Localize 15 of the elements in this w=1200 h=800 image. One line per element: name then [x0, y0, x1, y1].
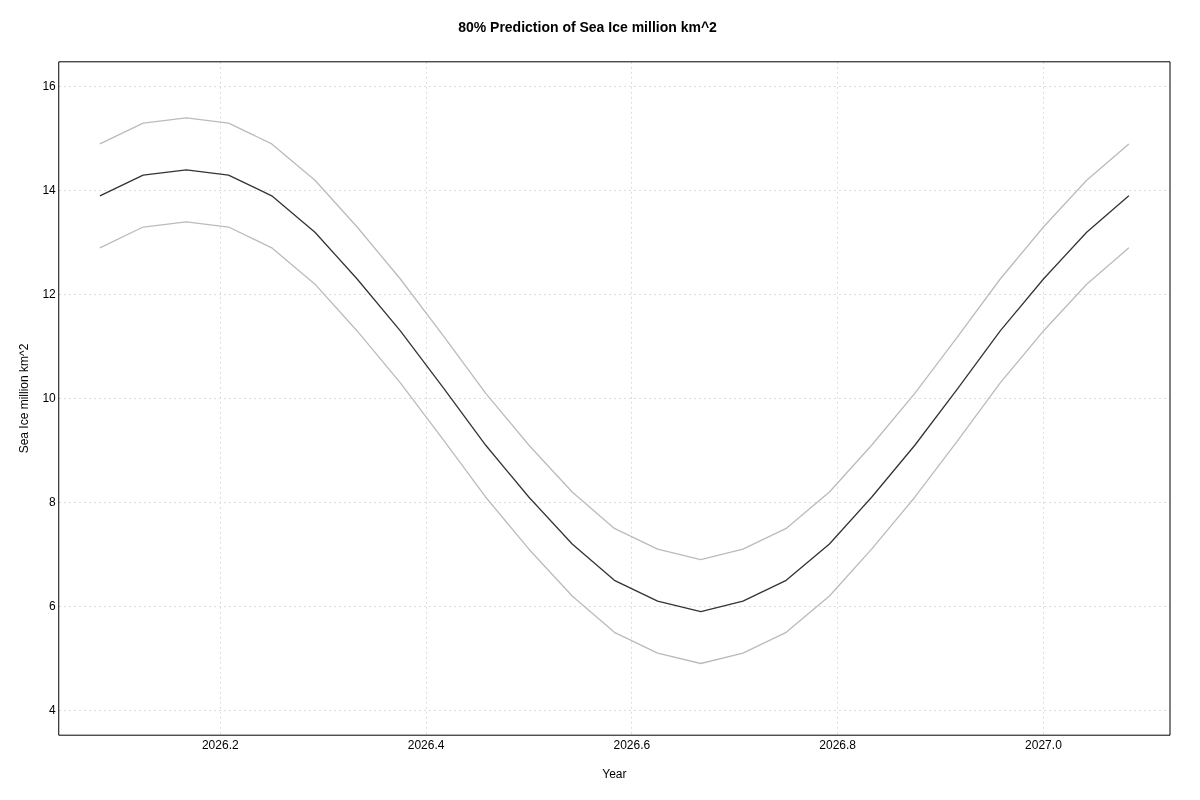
- y-tick-label: 4: [49, 702, 57, 717]
- x-tick-label: 2027.0: [1025, 737, 1063, 752]
- y-tick-label: 16: [42, 79, 57, 94]
- y-tick-label: 12: [42, 286, 57, 301]
- y-tick-label: 14: [42, 182, 57, 197]
- x-tick-label: 2026.2: [201, 737, 239, 752]
- x-tick-label: 2026.8: [819, 737, 857, 752]
- y-axis-title: Sea Ice million km^2: [16, 343, 31, 454]
- chart-title: 80% Prediction of Sea Ice million km^2: [458, 19, 718, 36]
- y-tick-label: 10: [42, 390, 57, 405]
- x-axis-title: Year: [602, 767, 627, 782]
- y-tick-label: 8: [49, 494, 57, 509]
- x-tick-label: 2026.4: [407, 737, 445, 752]
- x-tick-label: 2026.6: [613, 737, 651, 752]
- y-tick-label: 6: [49, 598, 57, 613]
